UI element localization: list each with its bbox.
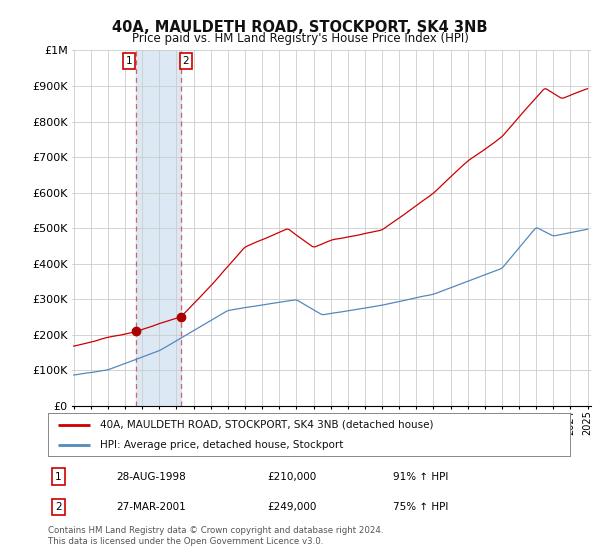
- Text: 27-MAR-2001: 27-MAR-2001: [116, 502, 185, 512]
- Text: Contains HM Land Registry data © Crown copyright and database right 2024.
This d: Contains HM Land Registry data © Crown c…: [48, 526, 383, 546]
- Text: 91% ↑ HPI: 91% ↑ HPI: [392, 472, 448, 482]
- Text: 40A, MAULDETH ROAD, STOCKPORT, SK4 3NB (detached house): 40A, MAULDETH ROAD, STOCKPORT, SK4 3NB (…: [100, 419, 434, 430]
- Text: Price paid vs. HM Land Registry's House Price Index (HPI): Price paid vs. HM Land Registry's House …: [131, 32, 469, 45]
- Text: 28-AUG-1998: 28-AUG-1998: [116, 472, 185, 482]
- Text: 1: 1: [55, 472, 62, 482]
- Text: 1: 1: [126, 56, 133, 66]
- Bar: [136, 50, 181, 406]
- Text: HPI: Average price, detached house, Stockport: HPI: Average price, detached house, Stoc…: [100, 440, 344, 450]
- Text: £210,000: £210,000: [267, 472, 316, 482]
- Text: 75% ↑ HPI: 75% ↑ HPI: [392, 502, 448, 512]
- Text: 2: 2: [182, 56, 189, 66]
- Text: 40A, MAULDETH ROAD, STOCKPORT, SK4 3NB: 40A, MAULDETH ROAD, STOCKPORT, SK4 3NB: [112, 20, 488, 35]
- Text: £249,000: £249,000: [267, 502, 317, 512]
- Text: 2: 2: [55, 502, 62, 512]
